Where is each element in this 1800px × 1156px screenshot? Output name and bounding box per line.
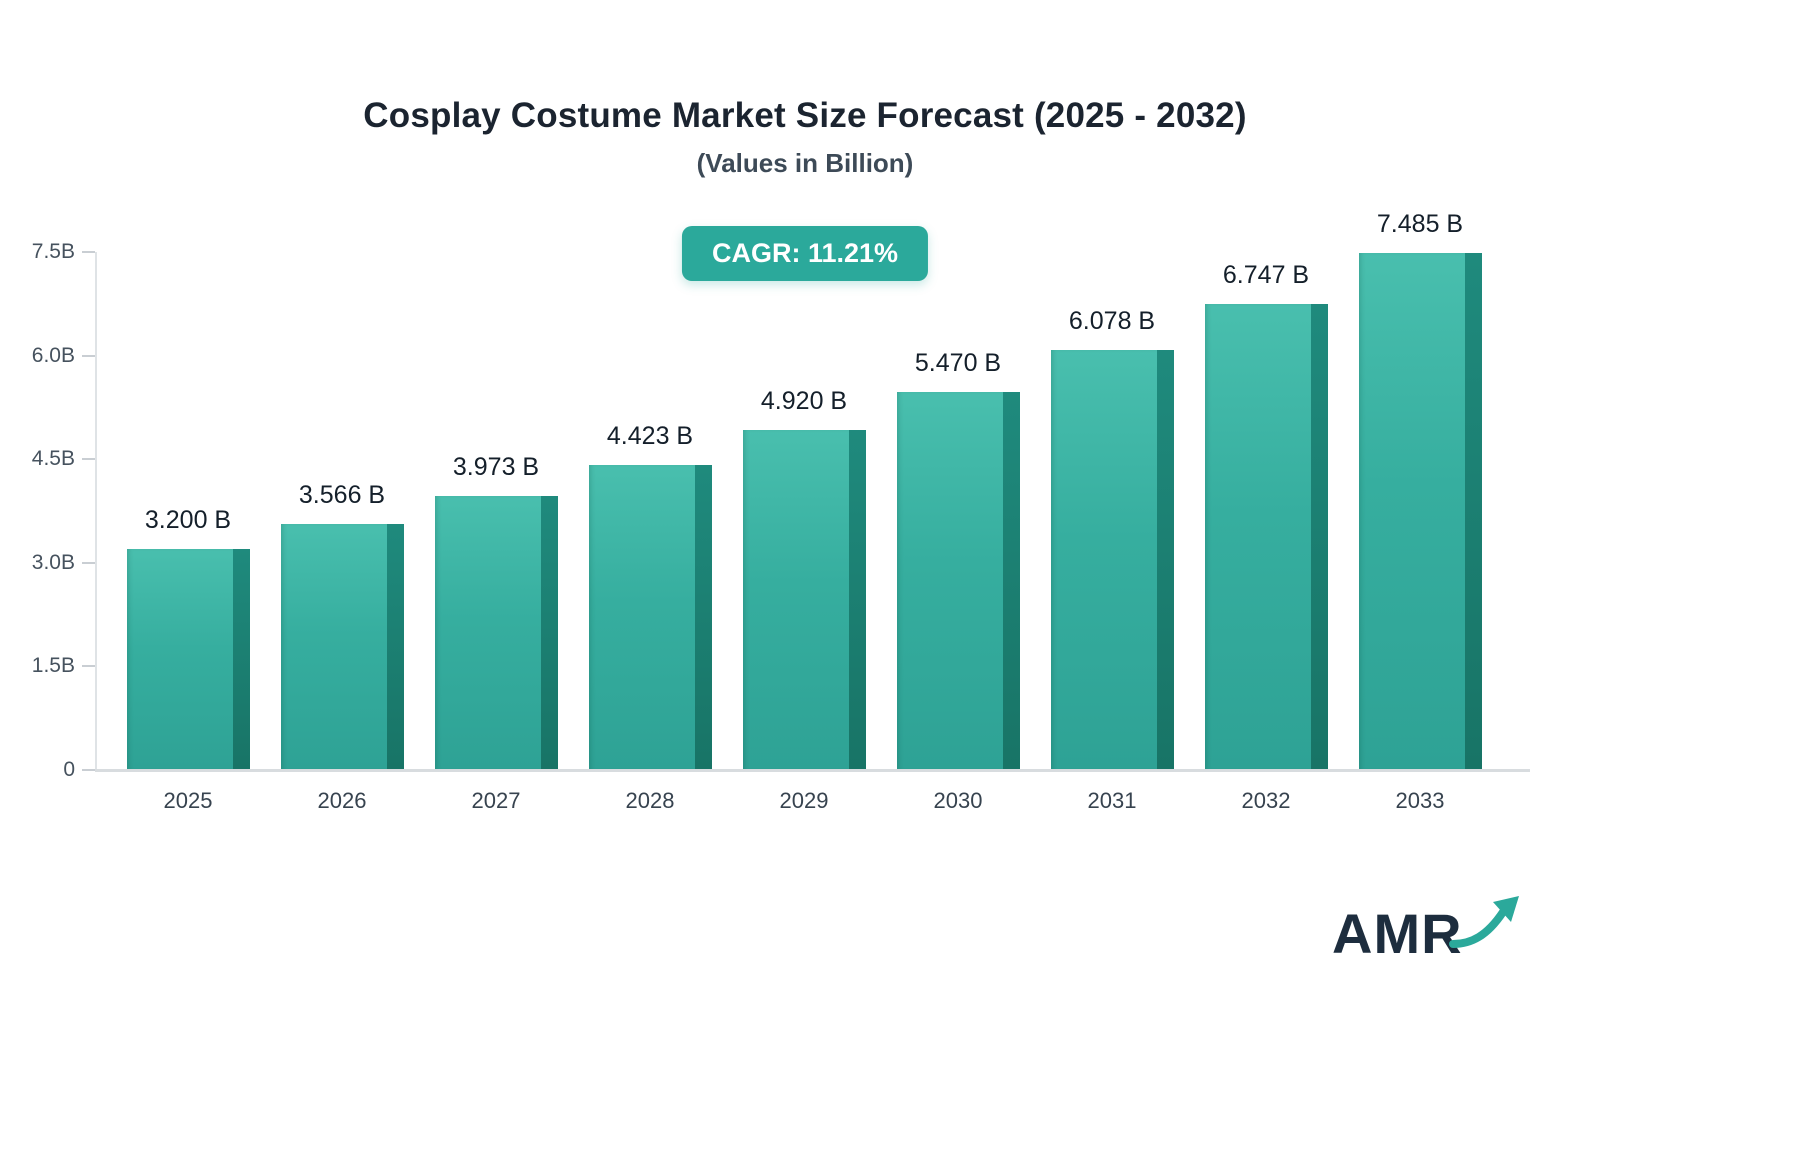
bar-front-face xyxy=(1050,350,1157,770)
bar-front-face xyxy=(280,524,387,770)
chart-title: Cosplay Costume Market Size Forecast (20… xyxy=(363,96,1247,135)
chart-container: Cosplay Costume Market Size Forecast (20… xyxy=(32,96,1530,813)
x-axis-label: 2027 xyxy=(471,788,521,813)
x-axis-label: 2033 xyxy=(1395,788,1445,813)
bar-value-label: 6.747 B xyxy=(1222,261,1310,289)
bar-value-label: 3.566 B xyxy=(298,481,386,509)
y-axis-tick-mark xyxy=(82,458,95,461)
x-axis-label: 2031 xyxy=(1087,788,1137,813)
y-axis-tick-label: 3.0B xyxy=(31,550,75,574)
bar-front-face xyxy=(1204,304,1311,770)
x-axis-label: 2030 xyxy=(933,788,983,813)
bar-value-label: 6.078 B xyxy=(1068,307,1156,335)
bar-front-face xyxy=(434,496,541,770)
y-axis-tick-label: 1.5B xyxy=(31,654,75,678)
y-axis-tick-mark xyxy=(82,354,95,357)
bar-2033[interactable]: 7.485 B xyxy=(1358,210,1482,770)
bar-front-face xyxy=(896,392,1003,770)
bar-2027[interactable]: 3.973 B xyxy=(434,453,558,770)
y-axis-tick-label: 7.5B xyxy=(31,240,75,263)
bar-2031[interactable]: 6.078 B xyxy=(1050,307,1174,770)
bar-value-label: 3.200 B xyxy=(144,506,232,534)
bar-front-face xyxy=(742,430,849,770)
brand-logo: AMR xyxy=(1332,896,1537,968)
bar-2028[interactable]: 4.423 B xyxy=(588,422,712,770)
chart-subtitle: (Values in Billion) xyxy=(696,148,914,178)
y-axis-tick-label: 6.0B xyxy=(31,343,75,367)
bar-side-face xyxy=(1310,304,1328,770)
x-axis-label: 2025 xyxy=(163,788,213,813)
y-axis-tick-mark xyxy=(82,251,95,253)
y-axis-tick-mark xyxy=(82,561,95,564)
bar-value-label: 5.470 B xyxy=(914,349,1002,377)
bar-front-face xyxy=(126,549,233,770)
cagr-badge: CAGR: 11.21% xyxy=(681,226,929,281)
bar-front-face xyxy=(588,465,695,770)
bar-side-face xyxy=(540,496,558,770)
bar-2026[interactable]: 3.566 B xyxy=(280,481,404,770)
y-axis-tick-mark xyxy=(82,769,95,771)
bar-side-face xyxy=(1156,350,1174,770)
bar-side-face xyxy=(1002,392,1020,770)
bar-value-label: 4.423 B xyxy=(606,422,694,450)
x-axis-label: 2028 xyxy=(625,788,675,813)
bar-2030[interactable]: 5.470 B xyxy=(896,349,1020,770)
bar-2025[interactable]: 3.200 B xyxy=(126,506,250,770)
y-axis-tick-mark xyxy=(82,665,95,668)
y-axis-tick-label: 0 xyxy=(63,758,75,781)
brand-logo-text: AMR xyxy=(1332,901,1463,965)
bar-value-label: 3.973 B xyxy=(452,453,540,481)
bar-side-face xyxy=(1464,253,1482,770)
x-axis-label: 2029 xyxy=(779,788,829,813)
bar-side-face xyxy=(694,465,712,770)
x-axis-label: 2032 xyxy=(1241,788,1291,813)
x-axis-label: 2026 xyxy=(317,788,367,813)
bar-value-label: 7.485 B xyxy=(1376,210,1464,238)
bar-2029[interactable]: 4.920 B xyxy=(742,387,866,770)
bar-2032[interactable]: 6.747 B xyxy=(1204,261,1328,770)
bar-front-face xyxy=(1358,253,1465,770)
growth-arrow-icon xyxy=(1448,896,1519,948)
plot-area: 0 1.5B 3.0B 4.5B 6.0B 7.5B 3.200 B 2025 3.566 B 2… xyxy=(32,210,1530,813)
bar-value-label: 4.920 B xyxy=(760,387,848,415)
bar-side-face xyxy=(386,524,404,770)
bar-side-face xyxy=(232,549,250,770)
bar-side-face xyxy=(848,430,866,770)
y-axis-tick-label: 4.5B xyxy=(31,447,75,471)
